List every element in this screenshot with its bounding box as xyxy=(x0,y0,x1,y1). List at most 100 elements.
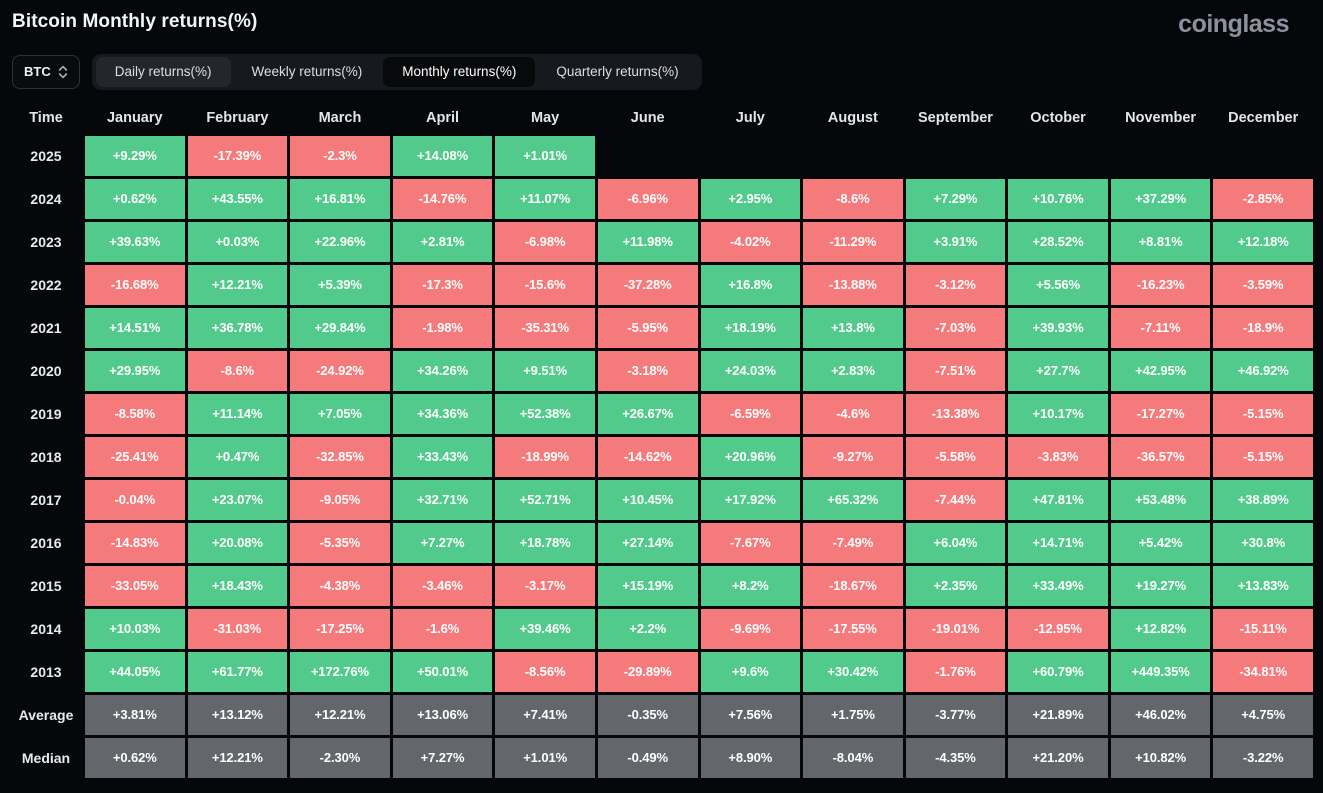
return-cell: -4.02% xyxy=(700,221,801,262)
return-cell: -3.83% xyxy=(1008,436,1108,477)
return-cell: +2.35% xyxy=(905,565,1006,606)
return-cell: -7.03% xyxy=(905,307,1006,348)
return-cell: -14.76% xyxy=(392,178,493,219)
return-cell: +449.35% xyxy=(1110,651,1211,692)
return-cell: -8.58% xyxy=(85,393,185,434)
return-cell: -15.6% xyxy=(495,264,595,305)
return-cell: -3.18% xyxy=(597,350,698,391)
return-cell: -8.04% xyxy=(803,737,903,778)
return-cell: -18.99% xyxy=(495,436,595,477)
tab-quarterly-returns[interactable]: Quarterly returns(%) xyxy=(537,57,697,87)
top-bar: Bitcoin Monthly returns(%) coinglass xyxy=(10,0,1313,39)
return-cell: +18.78% xyxy=(495,522,595,563)
return-cell: +61.77% xyxy=(187,651,288,692)
return-cell: -5.15% xyxy=(1213,436,1313,477)
return-cell: -3.77% xyxy=(905,694,1006,735)
return-cell: +1.01% xyxy=(495,737,595,778)
return-cell: +18.19% xyxy=(700,307,801,348)
return-cell: -9.27% xyxy=(803,436,903,477)
column-header-january: January xyxy=(106,109,163,126)
column-header-october: October xyxy=(1030,109,1086,126)
return-cell: -18.67% xyxy=(803,565,903,606)
empty-cell xyxy=(1213,136,1313,176)
return-cell: +50.01% xyxy=(392,651,493,692)
return-cell: -7.44% xyxy=(905,479,1006,520)
return-cell: +172.76% xyxy=(290,651,390,692)
return-cell: +13.8% xyxy=(803,307,903,348)
row-label-2022: 2022 xyxy=(30,276,62,293)
column-header-december: December xyxy=(1228,109,1299,126)
return-cell: +3.91% xyxy=(905,221,1006,262)
return-cell: -3.12% xyxy=(905,264,1006,305)
return-cell: -1.98% xyxy=(392,307,493,348)
return-cell: -7.67% xyxy=(700,522,801,563)
return-cell: -29.89% xyxy=(597,651,698,692)
return-cell: -4.38% xyxy=(290,565,390,606)
return-cell: +13.83% xyxy=(1213,565,1313,606)
return-cell: +21.20% xyxy=(1008,737,1108,778)
column-header-september: September xyxy=(917,109,993,126)
return-cell: +33.43% xyxy=(392,436,493,477)
return-cell: +7.05% xyxy=(290,393,390,434)
return-cell: -37.28% xyxy=(597,264,698,305)
return-cell: +11.07% xyxy=(495,178,595,219)
return-cell: +5.42% xyxy=(1110,522,1211,563)
return-cell: -24.92% xyxy=(290,350,390,391)
return-cell: +1.01% xyxy=(495,135,595,176)
return-cell: +8.81% xyxy=(1110,221,1211,262)
tab-daily-returns[interactable]: Daily returns(%) xyxy=(95,56,231,87)
return-cell: +46.92% xyxy=(1213,350,1313,391)
return-cell: +42.95% xyxy=(1110,350,1211,391)
return-cell: +10.76% xyxy=(1008,178,1108,219)
return-cell: +0.03% xyxy=(187,221,288,262)
tab-weekly-returns[interactable]: Weekly returns(%) xyxy=(233,57,382,87)
return-cell: +8.90% xyxy=(700,737,801,778)
return-cell: +0.47% xyxy=(187,436,288,477)
return-cell: +26.67% xyxy=(597,393,698,434)
return-cell: -3.22% xyxy=(1213,737,1313,778)
row-label-2019: 2019 xyxy=(30,405,62,422)
empty-cell xyxy=(906,136,1006,176)
return-cell: +65.32% xyxy=(803,479,903,520)
row-label-2021: 2021 xyxy=(30,319,62,336)
return-cell: +4.75% xyxy=(1213,694,1313,735)
return-cell: +34.36% xyxy=(392,393,493,434)
return-cell: +7.56% xyxy=(700,694,801,735)
return-cell: +7.27% xyxy=(392,522,493,563)
return-cell: -17.39% xyxy=(187,135,288,176)
row-label-2013: 2013 xyxy=(30,663,62,680)
return-cell: -14.62% xyxy=(597,436,698,477)
return-cell: +2.2% xyxy=(597,608,698,649)
tab-monthly-returns[interactable]: Monthly returns(%) xyxy=(383,56,536,87)
return-cell: -0.35% xyxy=(597,694,698,735)
empty-cell xyxy=(1008,136,1108,176)
return-cell: +11.14% xyxy=(187,393,288,434)
return-cell: -13.38% xyxy=(905,393,1006,434)
return-cell: +18.43% xyxy=(187,565,288,606)
row-label-2018: 2018 xyxy=(30,448,62,465)
return-cell: -1.76% xyxy=(905,651,1006,692)
return-cell: +16.8% xyxy=(700,264,801,305)
return-cell: +5.39% xyxy=(290,264,390,305)
coin-select-label: BTC xyxy=(24,64,51,79)
return-cell: -31.03% xyxy=(187,608,288,649)
return-cell: +47.81% xyxy=(1008,479,1108,520)
return-cell: +14.08% xyxy=(392,135,493,176)
return-cell: +52.71% xyxy=(495,479,595,520)
return-cell: -35.31% xyxy=(495,307,595,348)
return-cell: +38.89% xyxy=(1213,479,1313,520)
return-cell: -16.23% xyxy=(1110,264,1211,305)
return-cell: +10.17% xyxy=(1008,393,1108,434)
column-header-time: Time xyxy=(29,109,63,126)
return-cell: +15.19% xyxy=(597,565,698,606)
return-cell: +12.18% xyxy=(1213,221,1313,262)
return-cell: -25.41% xyxy=(85,436,185,477)
column-header-may: May xyxy=(531,109,560,126)
return-cell: -18.9% xyxy=(1213,307,1313,348)
return-cell: +14.71% xyxy=(1008,522,1108,563)
return-cell: -36.57% xyxy=(1110,436,1211,477)
return-cell: -6.96% xyxy=(597,178,698,219)
coin-select[interactable]: BTC xyxy=(12,54,80,89)
return-cell: -8.56% xyxy=(495,651,595,692)
return-cell: +36.78% xyxy=(187,307,288,348)
